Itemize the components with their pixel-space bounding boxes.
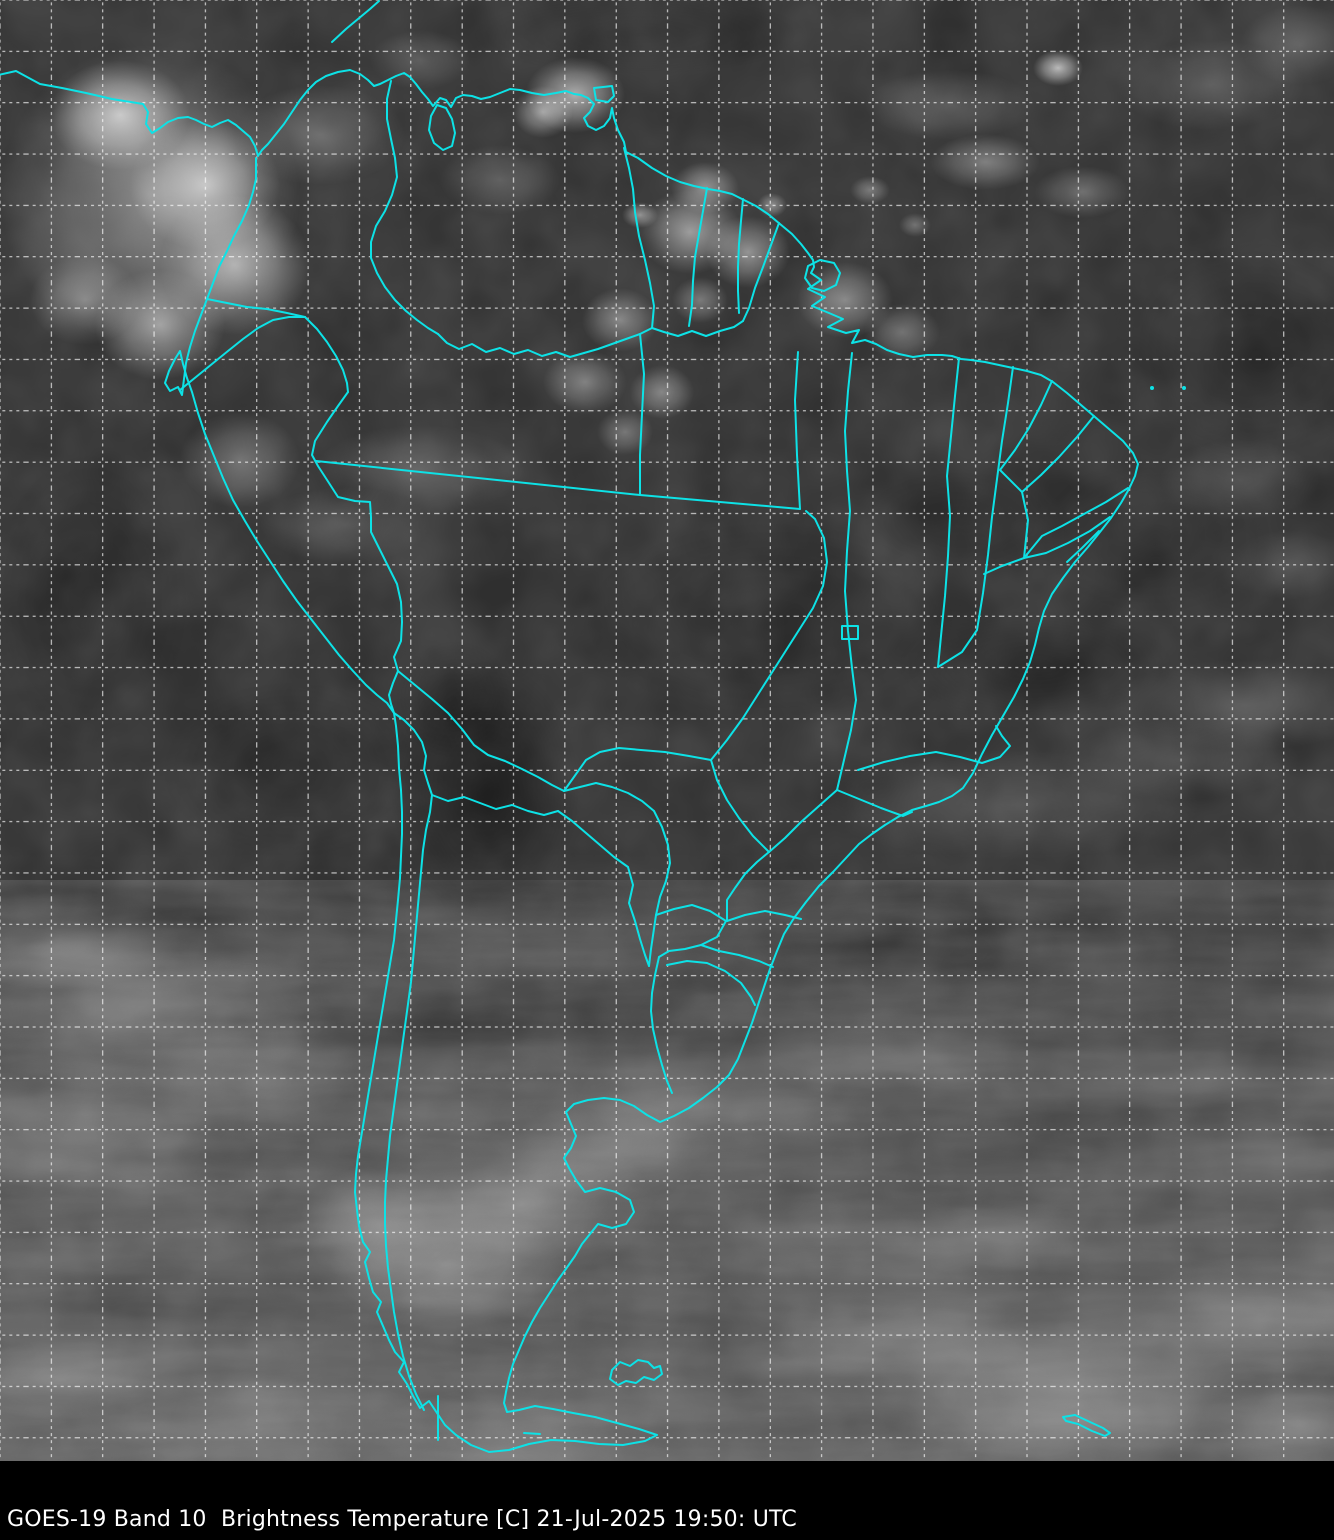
south-georgia-island bbox=[1062, 1414, 1111, 1437]
trinidad-island bbox=[593, 85, 615, 103]
central-america-coast bbox=[331, 0, 380, 43]
brazil-state-borders bbox=[315, 333, 1129, 968]
country-borders-overlay bbox=[0, 0, 1186, 1453]
ocean-dot bbox=[1150, 386, 1154, 390]
lake-maracaibo bbox=[428, 104, 456, 151]
marajo-island bbox=[804, 259, 841, 292]
falkland-islands bbox=[609, 1359, 663, 1386]
satellite-image bbox=[0, 0, 1334, 1461]
caption-text: GOES-19 Band 10 Brightness Temperature [… bbox=[7, 1507, 797, 1532]
caption-bar: GOES-19 Band 10 Brightness Temperature [… bbox=[0, 1461, 1334, 1540]
coastline-path bbox=[0, 69, 1139, 1453]
latlon-grid bbox=[0, 0, 1334, 1461]
ocean-dot bbox=[1182, 386, 1186, 390]
small-island-dash bbox=[523, 1432, 541, 1435]
country-borders bbox=[179, 80, 780, 1441]
islands bbox=[523, 386, 1186, 1437]
